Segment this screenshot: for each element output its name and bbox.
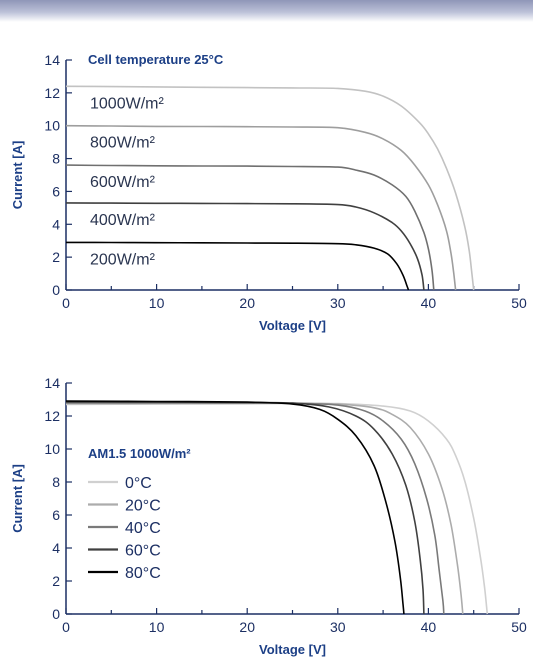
series-line-200w-m	[65, 241, 410, 291]
x-tick-label: 10	[149, 619, 165, 635]
iv-chart-temperature: 0 2 4 6 8 10 12 14 0 10 20 30 40 50 Voltage [V] Current…	[10, 375, 527, 657]
x-tick-label: 20	[239, 295, 255, 311]
x-tick-label: 30	[330, 619, 346, 635]
legend-label-20-c: 20°C	[125, 498, 161, 515]
series-line-600w-m	[65, 164, 435, 291]
y-tick-label: 12	[44, 85, 60, 101]
legend-title: AM1.5 1000W/m²	[88, 446, 191, 461]
series-line-1000w-m	[65, 85, 475, 291]
x-axis-label: Voltage [V]	[259, 642, 326, 657]
curve-label-800w-m: 800W/m²	[90, 135, 156, 152]
x-tick-label: 50	[511, 619, 527, 635]
y-tick-label: 14	[44, 52, 60, 68]
curve-label-600w-m: 600W/m²	[90, 174, 156, 191]
curve-label-200w-m: 200W/m²	[90, 251, 156, 268]
y-tick-label: 6	[52, 183, 60, 199]
y-tick-label: 0	[52, 282, 60, 298]
series-line-60-c	[65, 401, 425, 615]
y-tick-label: 8	[52, 151, 60, 167]
y-tick-label: 4	[52, 540, 60, 556]
y-tick-label: 6	[52, 507, 60, 523]
series-line-800w-m	[65, 124, 457, 291]
x-tick-label: 50	[511, 295, 527, 311]
x-axis-label: Voltage [V]	[259, 318, 326, 333]
chart-title: Cell temperature 25°C	[88, 52, 224, 67]
y-axis-label: Current [A]	[10, 141, 25, 210]
y-tick-label: 14	[44, 375, 60, 391]
x-tick-label: 30	[330, 295, 346, 311]
x-tick-label: 40	[421, 619, 437, 635]
header-gradient-band	[0, 0, 533, 22]
y-tick-label: 10	[44, 118, 60, 134]
y-tick-label: 10	[44, 441, 60, 457]
iv-chart-irradiance: 0 2 4 6 8 10 12 14 0 10 20 30 40 50 Voltage [V] Current…	[10, 52, 527, 333]
y-tick-label: 8	[52, 474, 60, 490]
y-axis-label: Current [A]	[10, 464, 25, 533]
x-tick-label: 40	[421, 295, 437, 311]
x-tick-label: 0	[62, 295, 70, 311]
x-tick-label: 10	[149, 295, 165, 311]
y-tick-label: 2	[52, 573, 60, 589]
y-tick-label: 2	[52, 249, 60, 265]
curve-label-400w-m: 400W/m²	[90, 212, 156, 229]
legend-label-0-c: 0°C	[125, 475, 152, 492]
y-tick-label: 0	[52, 606, 60, 622]
y-tick-label: 12	[44, 408, 60, 424]
legend-label-80-c: 80°C	[125, 565, 161, 582]
curve-label-1000w-m: 1000W/m²	[90, 95, 164, 112]
legend-label-60-c: 60°C	[125, 543, 161, 560]
x-tick-label: 0	[62, 619, 70, 635]
x-tick-label: 20	[239, 619, 255, 635]
series-line-80-c	[65, 400, 405, 615]
y-tick-label: 4	[52, 216, 60, 232]
series-line-400w-m	[65, 202, 425, 291]
legend-label-40-c: 40°C	[125, 520, 161, 537]
